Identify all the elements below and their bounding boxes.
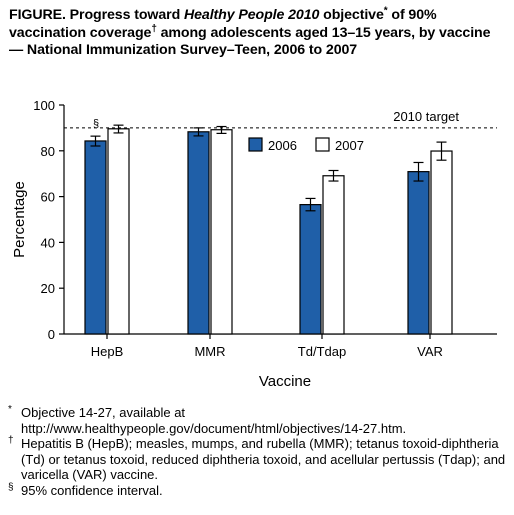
- target-line-label: 2010 target: [393, 109, 459, 124]
- legend-swatch-2006: [248, 137, 263, 152]
- bar-2007-hepb: [107, 128, 130, 335]
- footnote-1: * Objective 14-27, available at http://ww…: [6, 404, 510, 436]
- title-mid1: objective: [319, 7, 384, 23]
- x-tick-label: Td/Tdap: [298, 344, 346, 359]
- figure-title: FIGURE. Progress toward Healthy People 2…: [9, 5, 505, 60]
- y-tick-label: 0: [48, 327, 55, 342]
- legend-label-2006: 2006: [268, 138, 297, 153]
- title-italic: Healthy People 2010: [183, 7, 320, 23]
- title-mark1: *: [383, 5, 388, 17]
- x-tick-label: VAR: [417, 344, 443, 359]
- bar-2006-hepb: [84, 140, 107, 335]
- y-tick-label: 100: [33, 98, 55, 113]
- footnote-text: Hepatitis B (HepB); measles, mumps, and …: [21, 436, 506, 482]
- y-tick-label: 20: [41, 281, 55, 296]
- title-lead: FIGURE. Progress toward: [9, 7, 184, 23]
- bar-2006-mmr: [187, 131, 210, 335]
- y-axis-title: Percentage: [11, 181, 28, 258]
- title-mid2: of 90% vaccination coverage: [9, 7, 437, 41]
- x-tick-label: MMR: [194, 344, 225, 359]
- y-tick-label: 40: [41, 235, 55, 250]
- title-tail: among adolescents aged 13–15 years, by v…: [9, 24, 491, 59]
- bar-2007-var: [430, 150, 453, 335]
- footnote-3: § 95% confidence interval.: [6, 481, 510, 499]
- bar-2007-mmr: [210, 129, 233, 335]
- footnote-mark: †: [8, 435, 14, 446]
- legend-swatch-2007: [315, 137, 330, 152]
- y-tick-label: 80: [41, 144, 55, 159]
- title-mark2: †: [151, 22, 157, 34]
- bar-chart: 0 20 40 60 80 100 Percentage Vaccine 2010 target…: [11, 98, 497, 390]
- footnotes: * Objective 14-27, available at http://ww…: [6, 404, 510, 499]
- x-tick-label: HepB: [91, 344, 124, 359]
- bar-2006-var: [407, 171, 430, 335]
- footnote-2: † Hepatitis B (HepB); measles, mumps, and…: [6, 435, 510, 483]
- y-tick-label: 60: [41, 190, 55, 205]
- footnote-text: Objective 14-27, available at http://www…: [21, 405, 407, 436]
- bar-2007-td-tdap: [322, 175, 345, 335]
- bar-2006-td-tdap: [299, 204, 322, 335]
- legend-label-2007: 2007: [335, 138, 364, 153]
- footnote-text: 95% confidence interval.: [21, 482, 163, 498]
- ci-marker: §: [93, 118, 99, 130]
- footnote-mark: §: [8, 481, 14, 493]
- footnote-mark: *: [8, 404, 12, 415]
- x-axis-title: Vaccine: [259, 373, 311, 390]
